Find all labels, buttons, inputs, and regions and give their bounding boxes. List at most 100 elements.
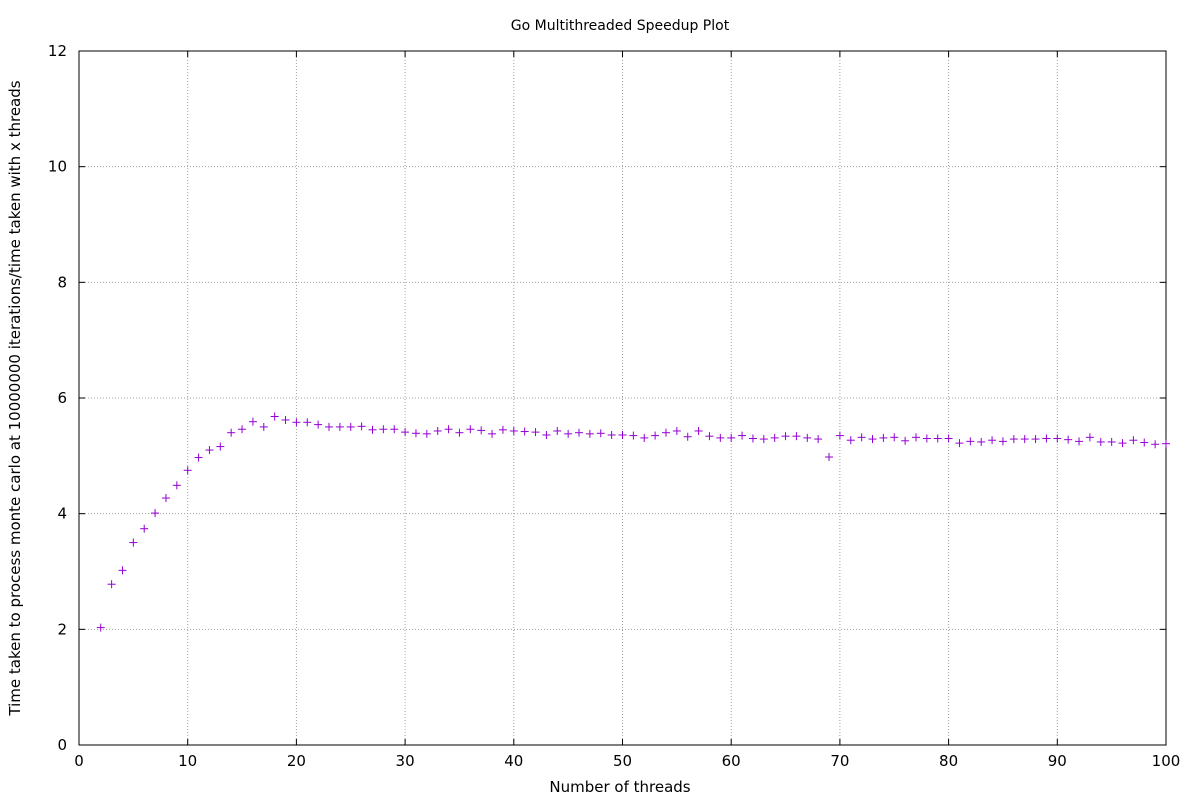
data-point <box>96 623 105 632</box>
data-point <box>151 509 160 518</box>
data-point <box>107 580 116 589</box>
data-point <box>161 494 170 503</box>
data-point <box>1031 435 1040 444</box>
data-point <box>346 422 355 431</box>
data-point <box>1096 437 1105 446</box>
data-point <box>564 429 573 438</box>
x-tick-label: 70 <box>830 752 849 770</box>
data-point <box>911 433 920 442</box>
data-point <box>194 453 203 462</box>
data-point <box>314 420 323 429</box>
data-point <box>825 452 834 461</box>
data-point <box>694 426 703 435</box>
data-point <box>1140 438 1149 447</box>
data-point <box>618 431 627 440</box>
data-point <box>933 434 942 443</box>
y-tick-label: 2 <box>57 620 67 638</box>
data-point <box>227 428 236 437</box>
data-point <box>216 442 225 451</box>
data-point <box>640 433 649 442</box>
data-point <box>748 434 757 443</box>
data-point <box>1009 435 1018 444</box>
grid <box>79 51 1166 745</box>
data-point <box>607 431 616 440</box>
data-point <box>259 422 268 431</box>
data-point <box>553 426 562 435</box>
data-point <box>1107 437 1116 446</box>
data-point <box>325 422 334 431</box>
data-point <box>542 431 551 440</box>
data-point <box>759 435 768 444</box>
data-point <box>248 417 257 426</box>
data-point <box>977 437 986 446</box>
data-point <box>390 425 399 434</box>
data-point <box>1085 433 1094 442</box>
x-tick-label: 50 <box>613 752 632 770</box>
x-tick-label: 0 <box>74 752 84 770</box>
data-point <box>335 422 344 431</box>
data-point <box>238 425 247 434</box>
data-point <box>998 437 1007 446</box>
chart-title: Go Multithreaded Speedup Plot <box>511 18 730 34</box>
data-point <box>129 538 138 547</box>
data-point <box>183 466 192 475</box>
data-point <box>520 427 529 436</box>
x-tick-label: 80 <box>939 752 958 770</box>
data-point <box>803 433 812 442</box>
data-point <box>944 434 953 443</box>
data-point <box>411 429 420 438</box>
data-point <box>857 433 866 442</box>
data-points <box>96 412 1170 632</box>
data-point <box>1162 439 1170 448</box>
data-point <box>890 433 899 442</box>
data-point <box>814 435 823 444</box>
data-point <box>770 433 779 442</box>
data-point <box>781 432 790 441</box>
x-tick-label: 20 <box>287 752 306 770</box>
x-tick-label: 100 <box>1152 752 1181 770</box>
data-point <box>466 425 475 434</box>
data-point <box>922 434 931 443</box>
data-point <box>281 415 290 424</box>
data-point <box>585 429 594 438</box>
y-tick-label: 10 <box>48 158 67 176</box>
x-tick-label: 90 <box>1048 752 1067 770</box>
data-point <box>477 426 486 435</box>
data-point <box>531 428 540 437</box>
y-tick-label: 4 <box>57 505 67 523</box>
data-point <box>738 431 747 440</box>
y-tick-label: 0 <box>57 736 67 754</box>
data-point <box>1151 440 1160 449</box>
data-point <box>716 433 725 442</box>
data-point <box>270 412 279 421</box>
data-point <box>1053 434 1062 443</box>
data-point <box>705 432 714 441</box>
data-point <box>509 426 518 435</box>
data-point <box>1118 439 1127 448</box>
data-point <box>379 425 388 434</box>
data-point <box>357 422 366 431</box>
data-point <box>901 436 910 445</box>
data-point <box>596 429 605 438</box>
data-point <box>966 437 975 446</box>
data-point <box>672 426 681 435</box>
data-point <box>846 436 855 445</box>
data-point <box>1064 435 1073 444</box>
data-point <box>1042 434 1051 443</box>
data-point <box>835 431 844 440</box>
data-point <box>140 524 149 533</box>
data-point <box>118 566 127 575</box>
data-point <box>401 428 410 437</box>
data-point <box>292 418 301 427</box>
data-point <box>172 481 181 490</box>
data-point <box>444 425 453 434</box>
data-point <box>683 432 692 441</box>
y-tick-label: 12 <box>48 42 67 60</box>
data-point <box>498 425 507 434</box>
x-axis-label: Number of threads <box>549 778 690 796</box>
data-point <box>1075 437 1084 446</box>
data-point <box>792 432 801 441</box>
y-tick-label: 8 <box>57 273 67 291</box>
